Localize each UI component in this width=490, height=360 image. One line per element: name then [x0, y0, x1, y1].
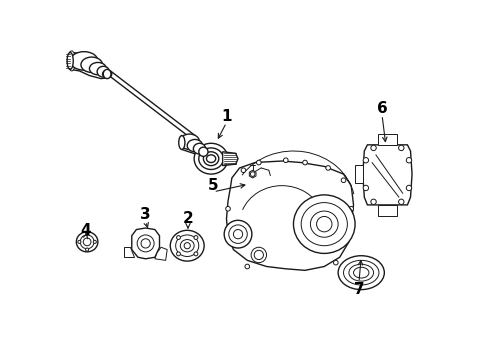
Ellipse shape — [83, 238, 91, 246]
Ellipse shape — [349, 264, 373, 281]
Circle shape — [363, 158, 368, 163]
Polygon shape — [249, 170, 256, 178]
Ellipse shape — [187, 139, 203, 152]
Ellipse shape — [137, 235, 154, 252]
Text: 7: 7 — [354, 282, 364, 297]
Circle shape — [334, 260, 338, 265]
Circle shape — [176, 252, 180, 256]
Ellipse shape — [141, 239, 150, 248]
Circle shape — [349, 206, 354, 211]
Ellipse shape — [80, 235, 94, 249]
Ellipse shape — [194, 143, 228, 174]
Circle shape — [303, 160, 307, 165]
Circle shape — [406, 158, 412, 163]
Ellipse shape — [70, 52, 98, 70]
Polygon shape — [132, 228, 159, 259]
Ellipse shape — [175, 235, 199, 256]
Ellipse shape — [194, 143, 206, 154]
Text: 6: 6 — [377, 101, 388, 116]
Ellipse shape — [76, 232, 98, 252]
Circle shape — [398, 199, 404, 204]
Ellipse shape — [81, 57, 102, 72]
Ellipse shape — [203, 152, 219, 166]
Polygon shape — [124, 247, 134, 257]
Ellipse shape — [180, 239, 194, 252]
Ellipse shape — [338, 256, 384, 289]
Circle shape — [326, 166, 330, 170]
Ellipse shape — [179, 134, 199, 149]
Ellipse shape — [89, 62, 106, 75]
Ellipse shape — [224, 220, 252, 248]
Polygon shape — [222, 152, 238, 166]
Ellipse shape — [206, 155, 216, 163]
Ellipse shape — [97, 66, 109, 77]
Ellipse shape — [354, 267, 369, 278]
Circle shape — [86, 248, 89, 251]
Text: 4: 4 — [80, 223, 91, 238]
Ellipse shape — [311, 211, 338, 237]
Ellipse shape — [233, 230, 243, 239]
Text: 2: 2 — [183, 211, 194, 226]
Ellipse shape — [102, 70, 112, 78]
Polygon shape — [226, 161, 354, 270]
Circle shape — [176, 235, 180, 239]
Circle shape — [78, 240, 81, 243]
Ellipse shape — [103, 69, 111, 78]
Ellipse shape — [229, 225, 247, 243]
Ellipse shape — [171, 230, 204, 261]
Circle shape — [250, 172, 255, 176]
Circle shape — [86, 233, 89, 236]
Circle shape — [194, 235, 198, 239]
Circle shape — [257, 160, 261, 165]
Polygon shape — [378, 134, 397, 145]
Polygon shape — [378, 205, 397, 216]
Ellipse shape — [343, 260, 379, 285]
Text: 3: 3 — [140, 207, 151, 222]
Circle shape — [341, 178, 346, 183]
Circle shape — [363, 185, 368, 191]
Circle shape — [245, 264, 249, 269]
Circle shape — [226, 206, 230, 211]
Circle shape — [371, 145, 376, 150]
Ellipse shape — [68, 51, 75, 71]
Ellipse shape — [317, 216, 332, 232]
Ellipse shape — [199, 148, 223, 170]
Polygon shape — [363, 145, 412, 205]
Ellipse shape — [184, 243, 190, 249]
Circle shape — [398, 145, 404, 150]
Ellipse shape — [199, 147, 208, 156]
Ellipse shape — [179, 136, 185, 149]
Text: 1: 1 — [221, 109, 232, 124]
Ellipse shape — [254, 250, 264, 260]
Circle shape — [406, 185, 412, 191]
Ellipse shape — [251, 247, 267, 263]
Circle shape — [93, 240, 97, 243]
Text: 5: 5 — [208, 178, 219, 193]
Circle shape — [283, 158, 288, 163]
Polygon shape — [155, 247, 167, 260]
Polygon shape — [355, 165, 363, 183]
Circle shape — [194, 252, 198, 256]
Ellipse shape — [294, 195, 355, 253]
Ellipse shape — [67, 53, 74, 69]
Circle shape — [241, 168, 245, 172]
Circle shape — [371, 199, 376, 204]
Ellipse shape — [301, 203, 347, 246]
